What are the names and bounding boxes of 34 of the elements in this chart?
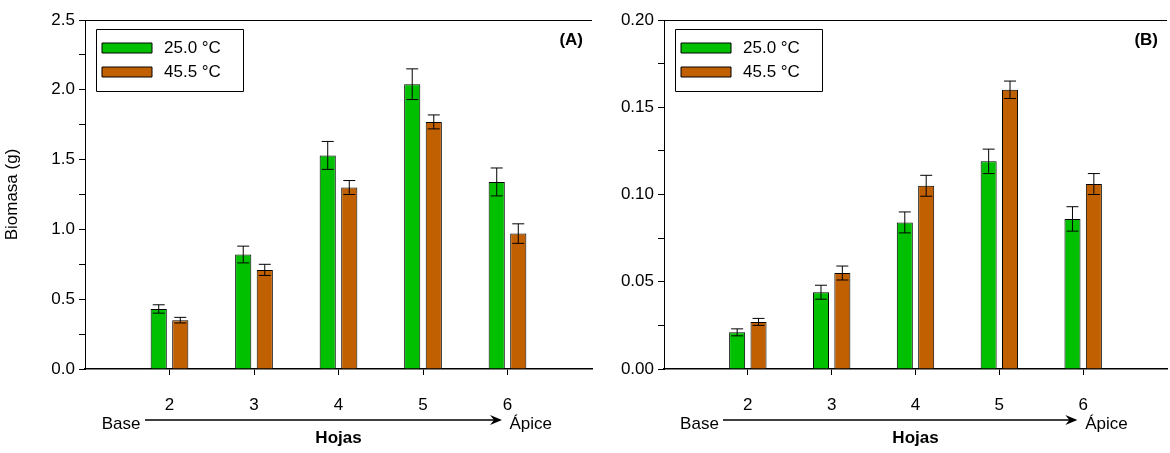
x-tick-label: 5 (994, 394, 1005, 414)
x-tick-label: 2 (743, 394, 753, 414)
y-tick-label: 0.5 (51, 288, 75, 308)
legend-label: 45.5 °C (164, 61, 221, 81)
y-tick-label: 0.10 (620, 184, 654, 204)
legend-label: 25.0 °C (164, 37, 221, 57)
legend-label: 25.0 °C (743, 37, 800, 57)
legend-label: 45.5 °C (743, 61, 800, 81)
text: Ápice (1085, 413, 1128, 433)
annotation: (B) (1134, 30, 1158, 50)
text: Base (101, 413, 141, 433)
x-tick-label: 2 (164, 394, 175, 414)
y-tick-label: 1.5 (51, 149, 75, 169)
y-tick-label: 0.05 (620, 271, 654, 291)
y-tick-label: 0.20 (620, 9, 654, 29)
x-tick-label: 4 (333, 394, 344, 414)
x-tick-label: 6 (1078, 394, 1088, 414)
y-tick-label: 1.0 (51, 219, 75, 239)
x-tick-label: 5 (418, 394, 428, 414)
x-tick-label: 6 (502, 394, 513, 414)
y-tick-label: 2.0 (51, 79, 75, 99)
annotation: (A) (559, 30, 583, 50)
x-tick-label: 3 (826, 394, 837, 414)
y-tick-label: 0.0 (51, 358, 75, 378)
y-axis-title: Biomasa (g) (1, 148, 21, 241)
y-tick-label: 0.15 (620, 96, 654, 116)
x-axis-title: Hojas (892, 428, 939, 448)
text: Base (680, 413, 719, 433)
y-tick-label: 2.5 (51, 9, 75, 29)
x-tick-label: 4 (910, 394, 921, 414)
x-tick-label: 3 (249, 394, 259, 414)
x-axis-title: Hojas (315, 428, 362, 448)
text: Ápice (509, 413, 553, 433)
y-tick-label: 0.00 (620, 358, 654, 378)
